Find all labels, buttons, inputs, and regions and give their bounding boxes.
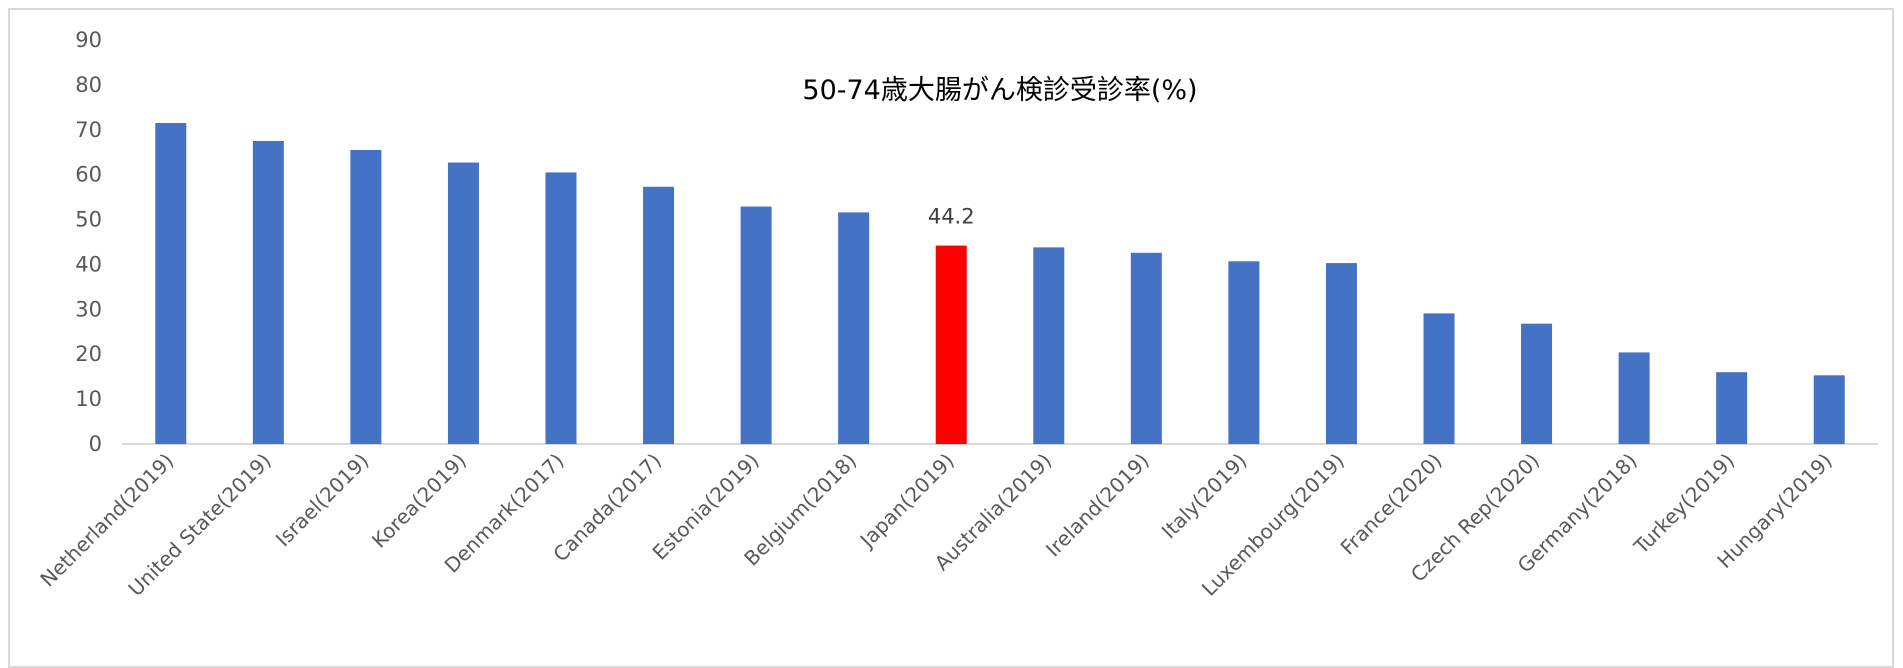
bar [935,245,967,444]
y-tick-label: 10 [75,387,102,411]
bar [252,141,284,444]
bar [1716,372,1748,444]
bar [1325,263,1357,444]
x-tick-label: Turkey(2019) [1628,449,1739,560]
y-tick-label: 50 [75,208,102,232]
bar [1423,313,1455,444]
bar [1130,252,1162,444]
bar [838,212,870,444]
chart-title: 50-74歳大腸がん検診受診率(%) [802,75,1197,106]
y-tick-label: 0 [89,432,102,456]
bar [1521,323,1553,444]
bar-chart: 0 10 20 30 40 50 60 70 80 90 44.2 Netherland(2019… [35,28,1878,601]
bar [350,149,382,444]
bar [643,186,675,444]
y-tick-label: 30 [75,297,102,321]
x-tick-label: Israel(2019) [271,449,374,552]
y-tick-label: 80 [75,73,102,97]
x-axis-labels: Netherland(2019)United State(2019)Israel… [35,449,1836,601]
x-tick-label: Italy(2019) [1157,449,1252,544]
x-tick-label: France(2020) [1336,449,1447,560]
data-label: 44.2 [928,205,975,229]
y-tick-label: 90 [75,28,102,52]
y-tick-label: 70 [75,118,102,142]
y-axis-ticks: 0 10 20 30 40 50 60 70 80 90 [75,28,102,456]
bar [1813,375,1845,444]
bar [155,123,187,445]
bar [447,162,479,444]
bar [1033,247,1065,444]
bar [1618,352,1650,444]
data-labels: 44.2 [928,205,975,229]
y-tick-label: 40 [75,252,102,276]
x-tick-label: Ireland(2019) [1041,449,1154,562]
y-tick-label: 20 [75,342,102,366]
y-tick-label: 60 [75,163,102,187]
bar [545,172,577,444]
x-tick-label: Korea(2019) [367,449,471,553]
x-tick-label: Japan(2019) [854,449,959,554]
bar [1228,261,1260,444]
bar [740,206,772,444]
bars [155,123,1845,445]
